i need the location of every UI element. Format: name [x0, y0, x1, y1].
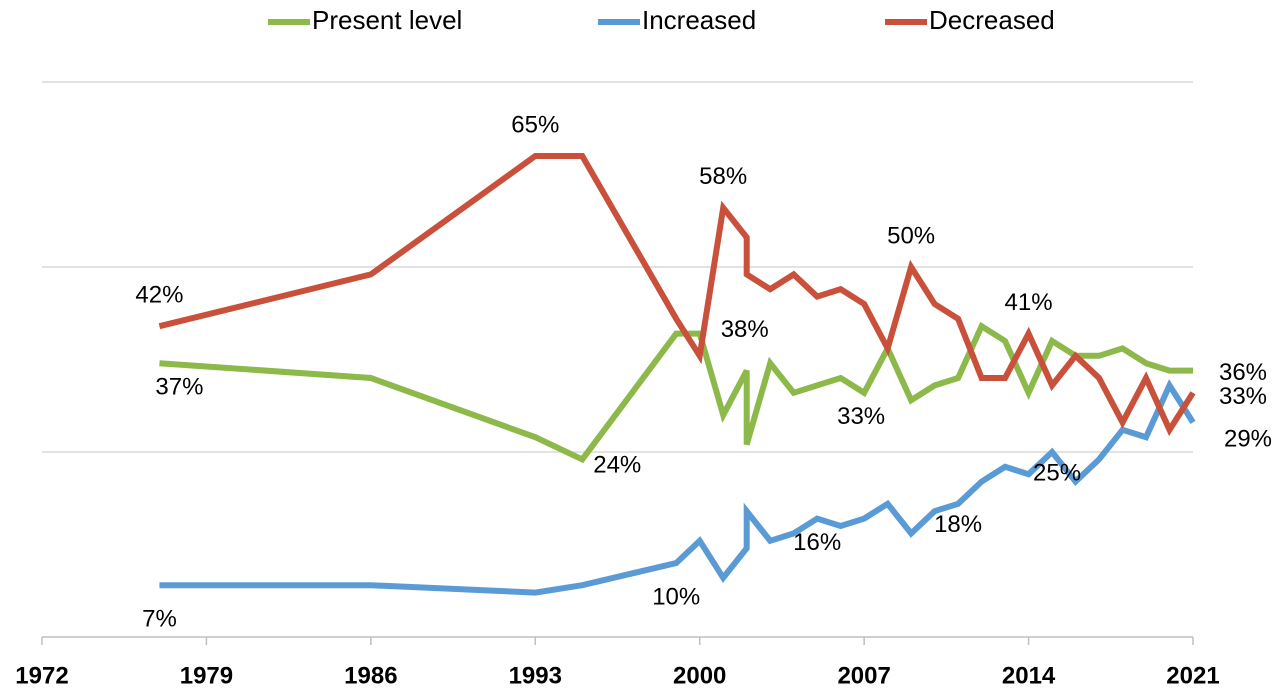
x-tick-label: 1986: [344, 662, 397, 689]
data-label: 33%: [1219, 383, 1267, 410]
data-label: 16%: [793, 529, 841, 556]
data-label: 41%: [1005, 289, 1053, 316]
x-tick-label: 1979: [180, 662, 233, 689]
data-label: 50%: [887, 222, 935, 249]
data-label: 33%: [837, 403, 885, 430]
x-tick-label: 2021: [1166, 662, 1219, 689]
data-label: 36%: [1219, 359, 1267, 386]
data-label: 25%: [1033, 459, 1081, 486]
x-tick-label: 1972: [15, 662, 68, 689]
data-label: 37%: [155, 374, 203, 401]
series-line: [159, 321, 1193, 464]
data-label: 7%: [142, 606, 177, 633]
series-line: [159, 379, 1196, 596]
data-label: 65%: [511, 111, 559, 138]
x-tick-label: 2000: [673, 662, 726, 689]
x-tick-label: 2014: [1002, 662, 1056, 689]
data-label: 24%: [593, 452, 641, 479]
data-label: 10%: [652, 583, 700, 610]
data-label: 42%: [135, 282, 183, 309]
data-label: 18%: [934, 511, 982, 538]
legend-label: Decreased: [929, 5, 1055, 35]
legend-label: Increased: [642, 5, 756, 35]
x-tick-label: 1993: [509, 662, 562, 689]
series-line: [158, 153, 1196, 437]
data-label: 38%: [721, 316, 769, 343]
data-label: 29%: [1224, 426, 1272, 453]
x-tick-label: 2007: [837, 662, 890, 689]
legend-label: Present level: [312, 5, 462, 35]
data-label: 58%: [699, 163, 747, 190]
